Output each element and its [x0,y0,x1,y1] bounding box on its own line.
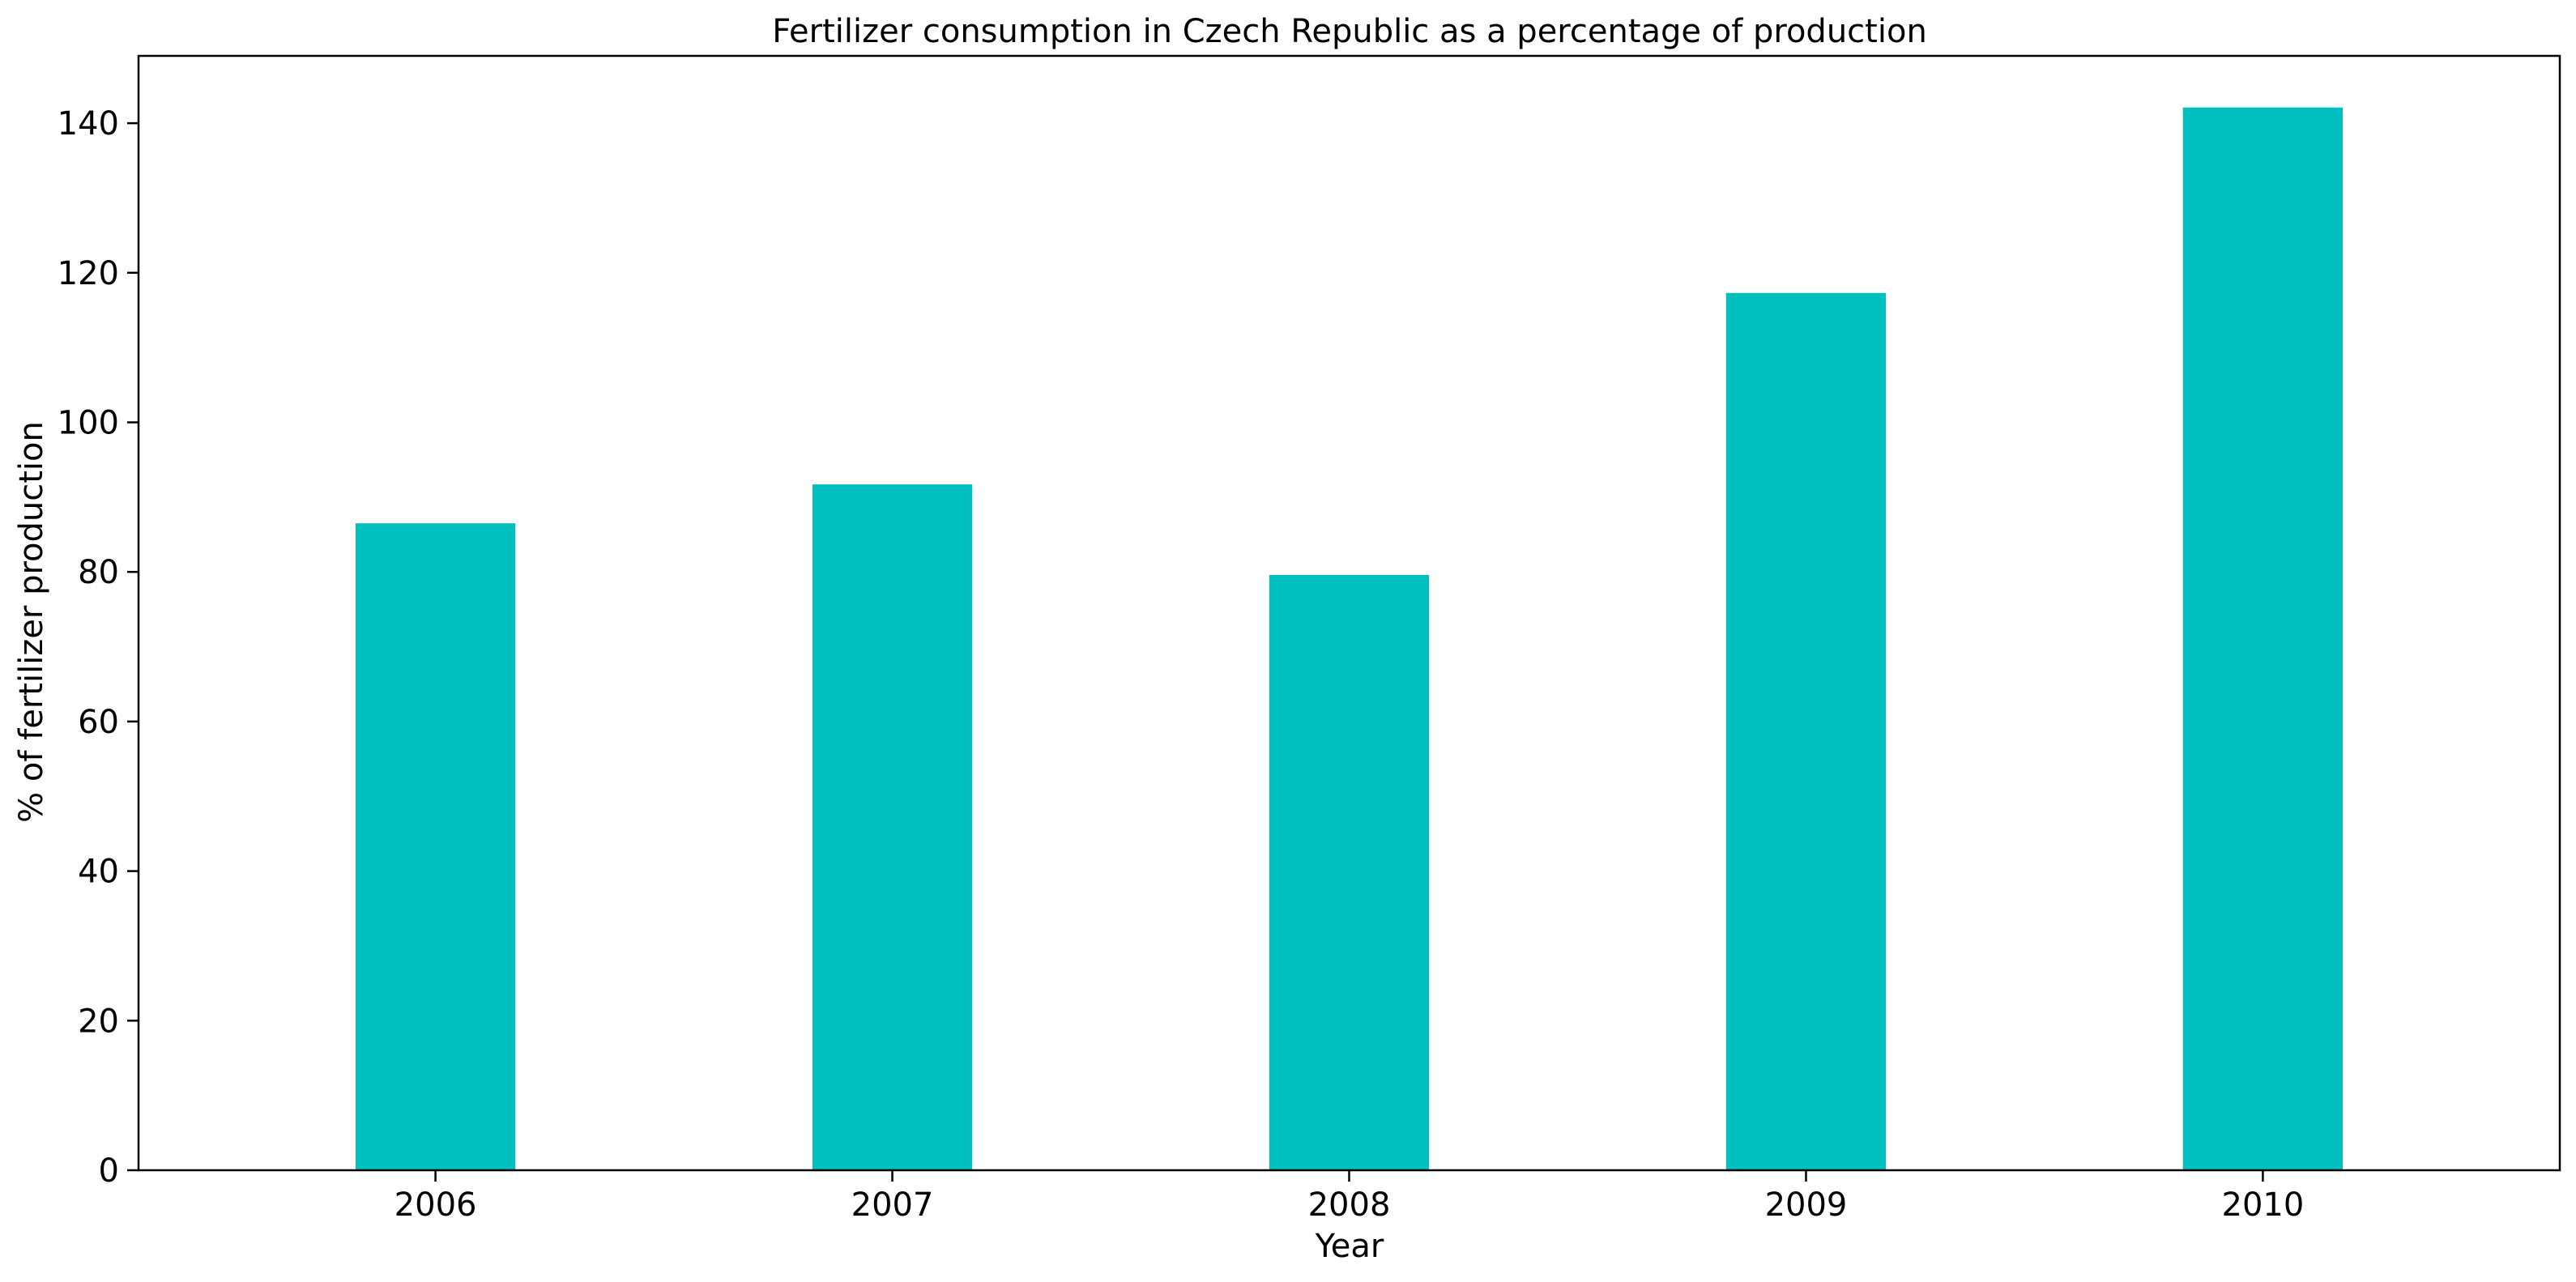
bar-2010 [2182,107,2344,1170]
x-tick-label: 2009 [1765,1186,1848,1224]
y-tick-label: 60 [78,704,119,741]
bar-2006 [355,523,516,1170]
x-axis-ticks: 2006 2007 2008 2009 2010 [395,1170,2305,1224]
y-tick-label: 140 [58,105,119,143]
x-axis-label: Year [1315,1228,1384,1265]
bar-2007 [812,484,973,1170]
y-tick-label: 120 [58,255,119,292]
y-axis-ticks: 0 20 40 60 80 100 120 140 [58,105,139,1190]
plot-frame [137,54,2561,1172]
chart-title: Fertilizer consumption in Czech Republic… [772,13,1927,50]
y-tick-label: 100 [58,405,119,442]
y-tick-label: 80 [78,554,119,591]
y-axis-label: % of fertilizer production [13,421,50,823]
bars-layer [355,107,2344,1170]
y-tick-label: 0 [99,1152,119,1190]
y-tick-label: 40 [78,854,119,891]
x-tick-label: 2007 [851,1186,934,1224]
x-tick-label: 2010 [2222,1186,2305,1224]
y-tick-label: 20 [78,1003,119,1040]
bar-2008 [1269,574,1430,1170]
bar-2009 [1725,292,1887,1170]
x-tick-label: 2008 [1308,1186,1391,1224]
x-tick-label: 2006 [395,1186,477,1224]
